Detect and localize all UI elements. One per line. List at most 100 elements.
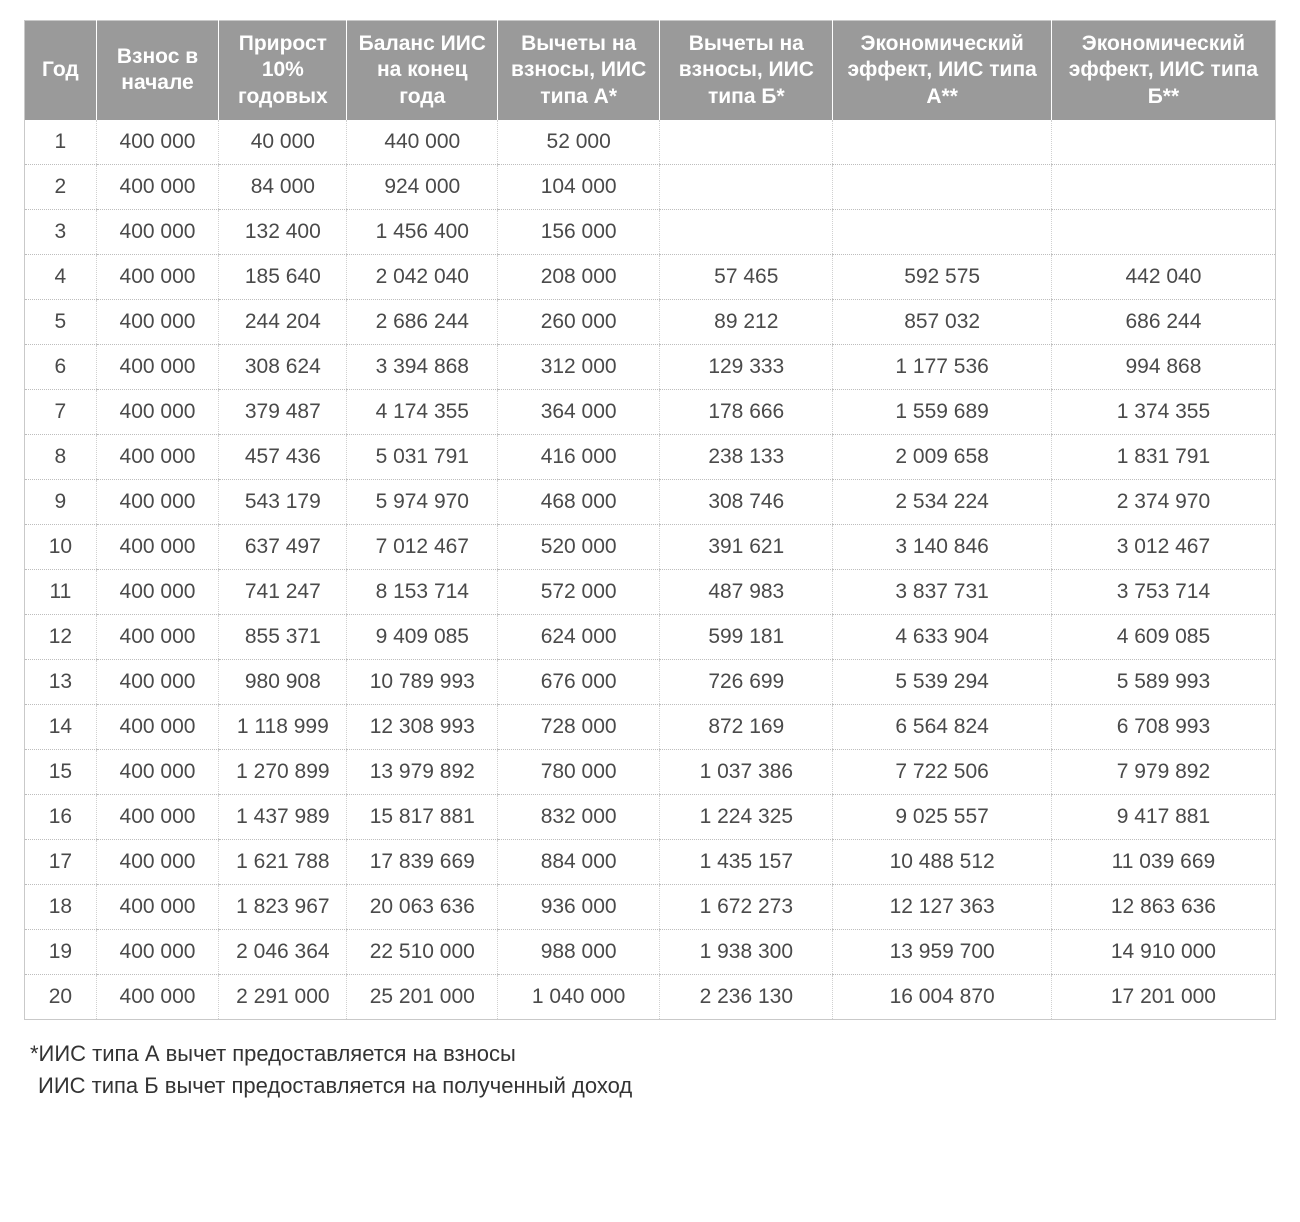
cell-year: 12 — [25, 614, 97, 659]
cell-effectB — [1051, 164, 1275, 209]
cell-deductA: 936 000 — [498, 884, 660, 929]
table-row: 6400 000308 6243 394 868312 000129 3331 … — [25, 344, 1276, 389]
table-row: 14400 0001 118 99912 308 993728 000872 1… — [25, 704, 1276, 749]
cell-deposit: 400 000 — [96, 524, 219, 569]
cell-deductA: 832 000 — [498, 794, 660, 839]
cell-deductA: 624 000 — [498, 614, 660, 659]
cell-growth: 2 046 364 — [219, 929, 347, 974]
cell-effectB — [1051, 209, 1275, 254]
cell-balance: 5 031 791 — [347, 434, 498, 479]
cell-deductA: 260 000 — [498, 299, 660, 344]
cell-deductB — [660, 120, 833, 165]
cell-effectA: 6 564 824 — [833, 704, 1051, 749]
cell-growth: 1 621 788 — [219, 839, 347, 884]
cell-growth: 1 118 999 — [219, 704, 347, 749]
table-row: 19400 0002 046 36422 510 000988 0001 938… — [25, 929, 1276, 974]
cell-growth: 2 291 000 — [219, 974, 347, 1019]
cell-deductA: 468 000 — [498, 479, 660, 524]
cell-growth: 980 908 — [219, 659, 347, 704]
cell-deductB: 89 212 — [660, 299, 833, 344]
cell-deductA: 780 000 — [498, 749, 660, 794]
cell-effectB: 3 753 714 — [1051, 569, 1275, 614]
cell-effectA: 3 837 731 — [833, 569, 1051, 614]
table-row: 15400 0001 270 89913 979 892780 0001 037… — [25, 749, 1276, 794]
cell-deductB: 1 224 325 — [660, 794, 833, 839]
cell-year: 14 — [25, 704, 97, 749]
cell-deductB: 872 169 — [660, 704, 833, 749]
cell-deductB: 2 236 130 — [660, 974, 833, 1019]
table-row: 13400 000980 90810 789 993676 000726 699… — [25, 659, 1276, 704]
cell-deposit: 400 000 — [96, 614, 219, 659]
cell-effectA: 16 004 870 — [833, 974, 1051, 1019]
cell-effectA: 5 539 294 — [833, 659, 1051, 704]
cell-effectB — [1051, 120, 1275, 165]
cell-balance: 13 979 892 — [347, 749, 498, 794]
cell-deductB: 178 666 — [660, 389, 833, 434]
cell-effectA: 1 559 689 — [833, 389, 1051, 434]
cell-balance: 12 308 993 — [347, 704, 498, 749]
cell-effectB: 5 589 993 — [1051, 659, 1275, 704]
table-body: 1400 00040 000440 00052 0002400 00084 00… — [25, 120, 1276, 1020]
cell-deposit: 400 000 — [96, 120, 219, 165]
cell-balance: 440 000 — [347, 120, 498, 165]
cell-year: 19 — [25, 929, 97, 974]
cell-effectB: 9 417 881 — [1051, 794, 1275, 839]
cell-deductA: 208 000 — [498, 254, 660, 299]
cell-year: 11 — [25, 569, 97, 614]
cell-deductB: 391 621 — [660, 524, 833, 569]
cell-balance: 17 839 669 — [347, 839, 498, 884]
cell-effectA: 13 959 700 — [833, 929, 1051, 974]
cell-year: 15 — [25, 749, 97, 794]
cell-deductA: 988 000 — [498, 929, 660, 974]
cell-deposit: 400 000 — [96, 254, 219, 299]
cell-deductA: 572 000 — [498, 569, 660, 614]
cell-effectA — [833, 209, 1051, 254]
cell-deposit: 400 000 — [96, 929, 219, 974]
cell-growth: 132 400 — [219, 209, 347, 254]
cell-growth: 1 823 967 — [219, 884, 347, 929]
cell-deductA: 364 000 — [498, 389, 660, 434]
cell-year: 2 — [25, 164, 97, 209]
table-row: 18400 0001 823 96720 063 636936 0001 672… — [25, 884, 1276, 929]
table-row: 10400 000637 4977 012 467520 000391 6213… — [25, 524, 1276, 569]
cell-effectA: 9 025 557 — [833, 794, 1051, 839]
table-row: 5400 000244 2042 686 244260 00089 212857… — [25, 299, 1276, 344]
cell-balance: 25 201 000 — [347, 974, 498, 1019]
cell-deductB: 308 746 — [660, 479, 833, 524]
cell-deductB — [660, 209, 833, 254]
cell-year: 4 — [25, 254, 97, 299]
cell-deductB: 599 181 — [660, 614, 833, 659]
cell-effectA: 2 009 658 — [833, 434, 1051, 479]
cell-deposit: 400 000 — [96, 164, 219, 209]
cell-effectA: 592 575 — [833, 254, 1051, 299]
cell-deductB: 1 037 386 — [660, 749, 833, 794]
cell-deductA: 312 000 — [498, 344, 660, 389]
footnotes: *ИИС типа А вычет предоставляется на взн… — [24, 1038, 1276, 1102]
cell-effectB: 17 201 000 — [1051, 974, 1275, 1019]
cell-growth: 457 436 — [219, 434, 347, 479]
cell-balance: 924 000 — [347, 164, 498, 209]
cell-year: 17 — [25, 839, 97, 884]
cell-balance: 2 042 040 — [347, 254, 498, 299]
cell-effectB: 6 708 993 — [1051, 704, 1275, 749]
cell-growth: 543 179 — [219, 479, 347, 524]
cell-deductB: 726 699 — [660, 659, 833, 704]
table-row: 3400 000132 4001 456 400156 000 — [25, 209, 1276, 254]
table-row: 1400 00040 000440 00052 000 — [25, 120, 1276, 165]
cell-balance: 5 974 970 — [347, 479, 498, 524]
table-row: 8400 000457 4365 031 791416 000238 1332 … — [25, 434, 1276, 479]
cell-year: 13 — [25, 659, 97, 704]
cell-deposit: 400 000 — [96, 389, 219, 434]
cell-balance: 9 409 085 — [347, 614, 498, 659]
cell-balance: 4 174 355 — [347, 389, 498, 434]
cell-balance: 7 012 467 — [347, 524, 498, 569]
table-row: 9400 000543 1795 974 970468 000308 7462 … — [25, 479, 1276, 524]
cell-deductB: 1 938 300 — [660, 929, 833, 974]
cell-effectA: 10 488 512 — [833, 839, 1051, 884]
cell-effectB: 442 040 — [1051, 254, 1275, 299]
cell-deductA: 676 000 — [498, 659, 660, 704]
cell-year: 1 — [25, 120, 97, 165]
col-header-deductB: Вычеты на взносы, ИИС типа Б* — [660, 21, 833, 120]
cell-effectA — [833, 120, 1051, 165]
cell-balance: 20 063 636 — [347, 884, 498, 929]
